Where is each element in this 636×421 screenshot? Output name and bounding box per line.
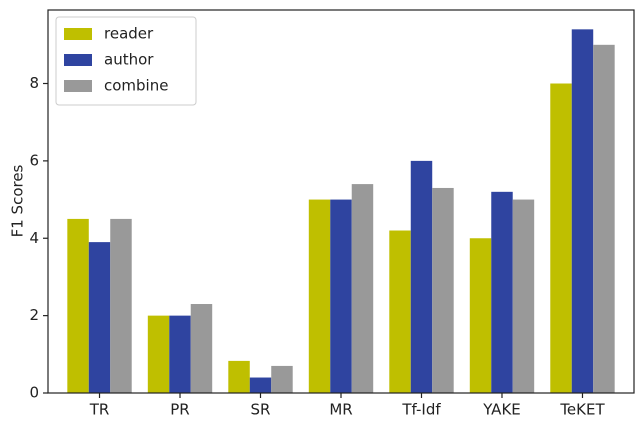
bar [169, 315, 191, 393]
y-tick-label: 8 [29, 74, 39, 92]
x-tick-label: TR [89, 401, 110, 419]
bar [249, 377, 272, 393]
bar [228, 360, 250, 393]
bar [512, 199, 535, 393]
bar [571, 29, 594, 393]
bar [110, 218, 132, 393]
x-tick-label: TeKET [559, 401, 605, 419]
legend-swatch [64, 28, 92, 40]
x-tick-label: Tf-Idf [401, 401, 441, 419]
x-tick-label: PR [170, 401, 189, 419]
plot-frame [47, 9, 635, 394]
y-tick-label: 2 [29, 306, 39, 324]
bar [88, 242, 111, 393]
bar [67, 218, 89, 393]
x-tick-label: YAKE [482, 401, 521, 419]
bar [147, 315, 170, 393]
legend-label: reader [104, 25, 154, 43]
bar [469, 238, 492, 393]
y-tick-label: 0 [29, 384, 39, 402]
legend-swatch [64, 80, 92, 92]
y-tick-label: 6 [29, 151, 39, 169]
bar [550, 83, 572, 393]
bar [389, 230, 411, 393]
legend-label: author [104, 51, 154, 69]
bar [593, 44, 615, 394]
bar [330, 199, 352, 393]
legend-label: combine [104, 77, 168, 95]
y-axis-label: F1 Scores [9, 164, 27, 237]
bar [190, 304, 213, 393]
y-tick-label: 4 [29, 229, 39, 247]
x-tick-label: SR [251, 401, 271, 419]
x-tick-label: MR [329, 401, 352, 419]
bar [432, 187, 454, 393]
bar [410, 160, 433, 393]
bar [351, 184, 374, 393]
bar [491, 191, 513, 393]
bar [308, 199, 331, 393]
bar [271, 365, 293, 393]
legend-swatch [64, 54, 92, 66]
